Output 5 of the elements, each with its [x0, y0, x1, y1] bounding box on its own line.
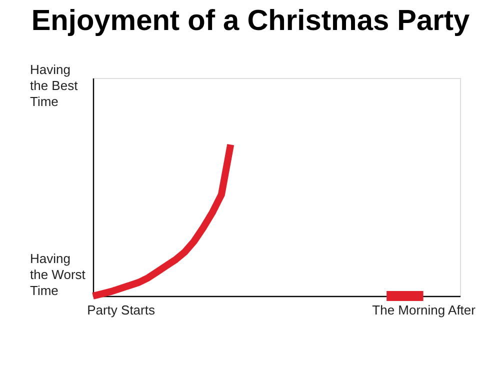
x-tick-label: The Morning After [372, 302, 476, 318]
chart-title: Enjoyment of a Christmas Party [31, 5, 470, 37]
x-tick-label: Party Starts [87, 302, 156, 318]
text: Having the Worst Time [30, 251, 86, 298]
text: Having the Best Time [30, 62, 78, 109]
